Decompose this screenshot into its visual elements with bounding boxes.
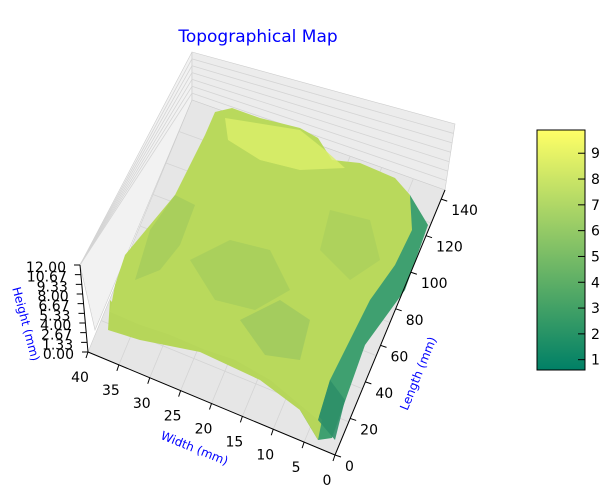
x-tick-label: 60	[391, 349, 409, 365]
y-tick-mark	[85, 351, 89, 359]
y-axis-ticks: 0 5 10 15 20 25 30 35 40	[71, 351, 336, 489]
z-tick-label: 2.67	[41, 328, 72, 344]
x-tick-mark	[441, 198, 448, 202]
grid-line	[79, 92, 193, 266]
chart-title: Topographical Map	[177, 27, 337, 47]
x-tick-mark	[350, 417, 357, 421]
z-tick-label: 4.00	[40, 318, 71, 334]
colorbar-ticks: 1 2 3 4 5 6 7 8 9	[578, 146, 600, 369]
grid-line	[79, 58, 193, 266]
y-tick-mark	[239, 416, 243, 423]
grid-line	[191, 85, 448, 172]
z-tick-label: 12.00	[26, 260, 66, 276]
grid-line	[191, 79, 450, 163]
x-axis-ticks: 0 20 40 60 80 100 120 140	[334, 198, 478, 475]
z-tick-label: 0.00	[43, 347, 74, 363]
surface-dark-edge	[318, 380, 345, 440]
y-tick-label: 5	[292, 460, 301, 476]
z-tick-label: 5.33	[39, 308, 70, 324]
colorbar-tick-label: 3	[591, 301, 600, 317]
y-tick-label: 40	[71, 370, 89, 386]
y-tick-mark	[209, 403, 212, 410]
grid-line	[191, 92, 447, 181]
surface-shade-bottom	[240, 300, 310, 360]
grid-line	[79, 86, 193, 266]
y-tick-mark	[301, 441, 305, 449]
colorbar: 1 2 3 4 5 6 7 8 9	[536, 129, 600, 371]
z-tick-label: 8.00	[37, 289, 68, 305]
colorbar-gradient	[536, 129, 586, 371]
colorbar-tick-label: 2	[591, 327, 600, 343]
x-tick-mark	[365, 381, 372, 385]
y-tick-label: 35	[102, 383, 120, 399]
surface-shade-middle	[190, 240, 290, 310]
colorbar-tick-label: 9	[591, 146, 600, 162]
grid-line	[79, 79, 193, 266]
y-tick-label: 25	[164, 409, 182, 425]
y-tick-label: 0	[323, 473, 332, 489]
x-tick-label: 80	[406, 313, 424, 329]
grid-line	[191, 72, 451, 153]
colorbar-tick-label: 1	[591, 353, 600, 369]
surface-highlight	[225, 118, 345, 170]
z-axis-line	[79, 264, 89, 353]
x-tick-mark	[410, 271, 418, 275]
x-tick-label: 120	[436, 240, 463, 256]
x-tick-mark	[380, 344, 387, 348]
x-tick-mark	[425, 235, 433, 239]
colorbar-tick-label: 8	[591, 172, 600, 188]
x-tick-label: 140	[451, 203, 478, 219]
grid-line	[79, 65, 193, 266]
y-tick-mark	[147, 377, 151, 384]
z-axis-ticks: 0.001.332.674.005.336.678.009.3310.6712.…	[26, 260, 88, 363]
y-tick-mark	[332, 454, 336, 462]
surface-left-wall	[108, 300, 322, 440]
y-tick-mark	[178, 390, 182, 397]
x-tick-mark	[334, 454, 342, 458]
z-tick-label: 1.33	[42, 337, 73, 353]
x-axis-line	[334, 189, 446, 456]
surface-shade-right	[320, 210, 380, 280]
grid-line	[191, 65, 453, 144]
colorbar-tick-label: 4	[591, 275, 600, 291]
y-tick-label: 30	[133, 396, 151, 412]
x-tick-label: 0	[345, 459, 354, 475]
z-tick-label: 6.67	[38, 299, 69, 315]
x-tick-mark	[395, 308, 402, 312]
y-tick-label: 10	[256, 447, 274, 463]
y-tick-label: 20	[195, 422, 213, 438]
colorbar-tick-label: 7	[591, 198, 600, 214]
x-axis-label: Length (mm)	[397, 335, 439, 413]
x-tick-label: 40	[375, 386, 393, 402]
terrain-surface	[108, 108, 428, 440]
surface-shade-left	[135, 195, 195, 280]
grid-line	[191, 58, 454, 134]
z-tick-label: 10.67	[27, 270, 67, 286]
x-tick-label: 100	[421, 276, 448, 292]
x-tick-label: 20	[360, 422, 378, 438]
colorbar-tick-label: 6	[591, 224, 600, 240]
colorbar-tick-label: 5	[591, 249, 600, 265]
z-tick-label: 9.33	[37, 279, 68, 295]
grid-line	[79, 72, 193, 266]
y-tick-mark	[116, 364, 120, 372]
y-tick-label: 15	[225, 434, 243, 450]
y-tick-mark	[270, 429, 274, 436]
